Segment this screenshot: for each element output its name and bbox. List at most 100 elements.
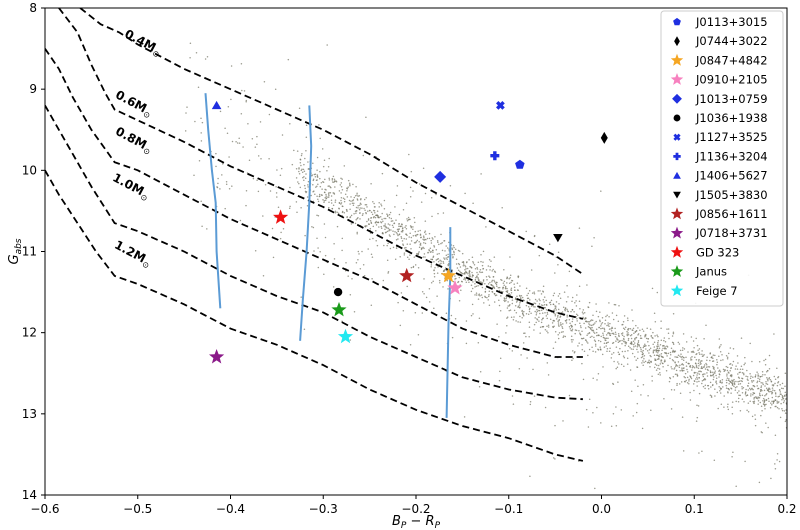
background-star xyxy=(574,329,577,331)
background-star xyxy=(696,376,698,378)
background-star xyxy=(784,391,787,394)
background-star xyxy=(271,227,274,230)
background-star xyxy=(782,401,785,404)
background-star xyxy=(357,250,360,253)
background-star xyxy=(706,359,708,361)
star-marker-j1406-5627 xyxy=(211,100,222,110)
y-tick-label: 12 xyxy=(22,326,37,340)
background-star xyxy=(579,322,581,324)
background-star xyxy=(446,247,449,249)
background-star xyxy=(328,191,330,194)
background-star xyxy=(356,233,358,235)
background-star xyxy=(441,242,443,244)
background-star xyxy=(333,258,336,260)
background-star xyxy=(743,401,745,403)
star-marker-j0718-3731 xyxy=(209,349,225,364)
legend-marker xyxy=(674,36,680,47)
background-star xyxy=(733,378,735,381)
background-star xyxy=(398,213,401,216)
background-star xyxy=(623,335,625,338)
background-star xyxy=(380,205,383,207)
background-star xyxy=(687,351,689,353)
background-star xyxy=(528,289,531,292)
background-star xyxy=(494,271,497,273)
background-star xyxy=(757,375,760,377)
background-star xyxy=(763,403,765,405)
background-star xyxy=(228,187,231,190)
background-star xyxy=(735,365,737,367)
background-star xyxy=(560,324,562,326)
background-star xyxy=(705,366,708,368)
background-star xyxy=(346,209,348,211)
background-star xyxy=(361,214,364,217)
background-star xyxy=(629,327,632,330)
background-star xyxy=(637,341,640,343)
background-star xyxy=(507,293,510,295)
background-star xyxy=(409,344,412,346)
background-star xyxy=(681,367,683,369)
background-star xyxy=(534,306,536,308)
background-star xyxy=(698,364,700,367)
background-star xyxy=(636,366,638,368)
background-star xyxy=(256,143,258,146)
background-star xyxy=(739,410,742,412)
background-star xyxy=(733,381,736,383)
background-star xyxy=(641,427,644,430)
background-star xyxy=(540,309,543,311)
background-star xyxy=(328,179,331,181)
background-star xyxy=(615,314,618,317)
background-star xyxy=(696,381,698,383)
background-star xyxy=(771,403,773,406)
background-star xyxy=(731,374,733,376)
background-star xyxy=(595,310,598,313)
background-star xyxy=(764,407,766,410)
background-star xyxy=(519,285,521,287)
background-star xyxy=(611,353,613,355)
background-star xyxy=(225,183,228,185)
background-star xyxy=(758,481,761,484)
background-star xyxy=(743,363,745,366)
background-star xyxy=(530,305,533,307)
background-star xyxy=(683,380,686,383)
background-star xyxy=(600,422,602,424)
background-star xyxy=(678,343,681,345)
background-star xyxy=(301,168,303,170)
background-star xyxy=(471,271,473,274)
background-star xyxy=(662,362,664,365)
background-star xyxy=(760,381,762,384)
background-star xyxy=(544,406,547,409)
background-star xyxy=(459,266,462,268)
background-star xyxy=(544,306,546,309)
background-star xyxy=(613,333,615,335)
background-star xyxy=(704,368,707,370)
background-star xyxy=(696,374,698,376)
background-star xyxy=(710,371,712,374)
background-star xyxy=(445,257,447,259)
background-star xyxy=(493,286,495,288)
background-star xyxy=(351,277,353,280)
background-star xyxy=(521,296,524,299)
background-star xyxy=(380,225,382,228)
background-star xyxy=(457,249,460,252)
background-star xyxy=(543,296,546,298)
background-star xyxy=(602,334,605,336)
background-star xyxy=(709,359,711,362)
mass-track-3 xyxy=(45,48,583,358)
legend-label: GD 323 xyxy=(696,245,739,259)
background-star xyxy=(554,341,557,343)
legend-label: J1036+1938 xyxy=(695,111,768,125)
background-star xyxy=(720,343,722,346)
background-star xyxy=(640,394,642,396)
background-star xyxy=(636,357,639,360)
background-star xyxy=(463,273,466,275)
background-star xyxy=(776,406,779,409)
background-star xyxy=(502,286,505,289)
background-star xyxy=(438,243,440,246)
background-star xyxy=(503,280,506,283)
background-star xyxy=(666,346,669,348)
background-star xyxy=(554,330,557,333)
background-star xyxy=(407,218,410,221)
background-star xyxy=(353,202,355,205)
background-star xyxy=(355,212,357,214)
background-star xyxy=(526,300,528,302)
